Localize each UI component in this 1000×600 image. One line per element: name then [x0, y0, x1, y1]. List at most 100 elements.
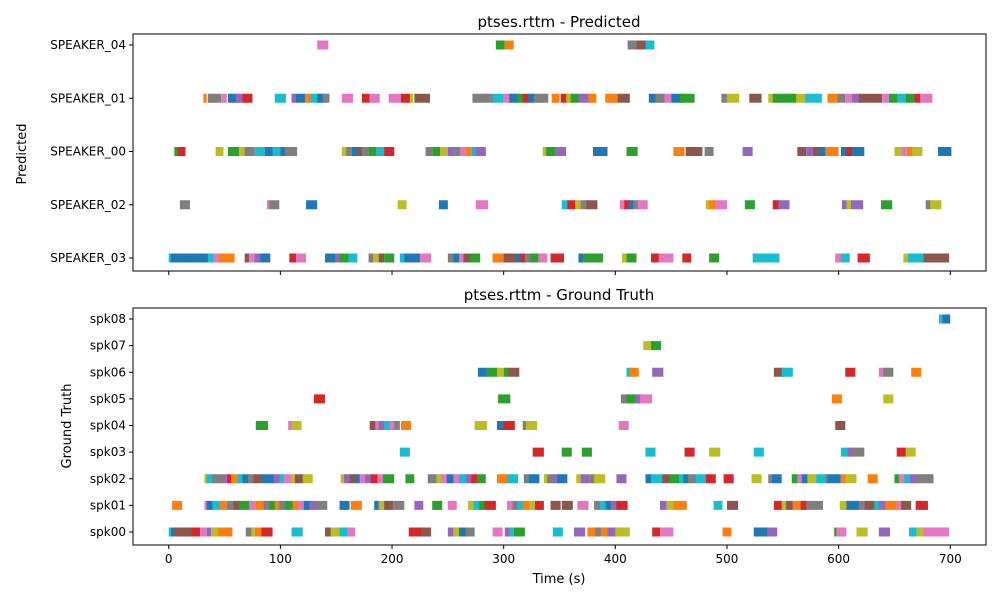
segment-bar	[911, 367, 922, 377]
segment-bar	[235, 93, 245, 103]
segment-bar	[904, 474, 912, 484]
segment-bar	[432, 147, 441, 156]
segment-bar	[294, 474, 304, 484]
x-tick-label: 700	[939, 552, 962, 566]
segment-bar	[263, 500, 271, 510]
segment-bar	[231, 474, 241, 484]
segment-bar	[910, 474, 917, 484]
y-tick-label: spk06	[90, 365, 126, 379]
segment-bar	[441, 474, 448, 484]
segment-bar	[492, 93, 504, 103]
segment-bar	[543, 474, 549, 484]
segment-bar	[619, 200, 626, 210]
segment-bar	[472, 93, 493, 103]
segment-bar	[339, 527, 349, 537]
segment-bar	[465, 147, 472, 156]
segment-bar	[460, 147, 467, 156]
segment-bar	[709, 253, 720, 263]
segment-bar	[206, 500, 214, 510]
segment-bar	[447, 253, 455, 263]
segment-bar	[284, 500, 294, 510]
segment-bar	[666, 500, 675, 510]
segment-bar	[298, 500, 305, 510]
segment-bar	[586, 200, 598, 210]
segment-bar	[288, 421, 293, 430]
y-tick-label: spk04	[90, 419, 126, 433]
segment-bar	[605, 500, 612, 510]
segment-bar	[867, 474, 878, 484]
segment-bar	[524, 253, 532, 263]
segment-bar	[438, 200, 448, 210]
y-tick-label: SPEAKER_01	[50, 91, 126, 105]
segment-bar	[566, 93, 573, 103]
segment-bar	[239, 147, 246, 156]
segment-bar	[652, 527, 660, 537]
segment-bar	[503, 253, 518, 263]
x-tick-label: 0	[165, 552, 173, 566]
y-tick-label: spk00	[90, 525, 126, 539]
segment-bar	[550, 500, 561, 510]
segment-bar	[361, 147, 369, 156]
y-tick-label: SPEAKER_04	[50, 38, 126, 52]
segment-bar	[303, 500, 311, 510]
segment-bar	[916, 527, 924, 537]
segment-bar	[292, 500, 300, 510]
segment-bar	[218, 253, 235, 263]
segment-bar	[509, 93, 520, 103]
segment-bar	[897, 93, 906, 103]
segment-bar	[373, 253, 379, 263]
segment-bar	[212, 474, 225, 484]
segment-bar	[753, 447, 764, 457]
segment-bar	[633, 200, 640, 210]
segment-bar	[446, 474, 455, 484]
segment-bar	[818, 147, 827, 156]
segment-bar	[339, 253, 350, 263]
ground-truth-x-axis-label: Time (s)	[532, 572, 586, 587]
segment-bar	[856, 527, 868, 537]
segment-bar	[937, 147, 952, 156]
segment-bar	[845, 474, 857, 484]
segment-bar	[705, 474, 716, 484]
segment-bar	[474, 421, 487, 430]
segment-bar	[517, 93, 524, 103]
y-tick-label: SPEAKER_02	[50, 198, 126, 212]
segment-bar	[254, 527, 263, 537]
segment-bar	[322, 93, 330, 103]
y-tick-label: spk01	[90, 498, 126, 512]
segment-bar	[561, 200, 569, 210]
segment-bar	[459, 474, 467, 484]
segment-bar	[834, 527, 838, 537]
segment-bar	[346, 147, 352, 156]
segment-bar	[447, 500, 457, 510]
segment-bar	[291, 93, 298, 103]
y-tick-label: spk05	[90, 392, 126, 406]
segment-bar	[582, 253, 604, 263]
segment-bar	[244, 253, 250, 263]
segment-bar	[476, 474, 486, 484]
predicted-chart: ptses.rttm - Predicted Predicted SPEAKER…	[15, 13, 987, 275]
segment-bar	[939, 314, 951, 324]
segment-bar	[616, 474, 627, 484]
segment-bar	[645, 447, 656, 457]
segment-bar	[885, 500, 898, 510]
segment-bar	[280, 147, 286, 156]
segment-bar	[399, 447, 410, 457]
segment-bar	[177, 147, 186, 156]
segment-bar	[771, 474, 782, 484]
y-tick-label: SPEAKER_03	[50, 251, 126, 265]
segment-bar	[459, 253, 465, 263]
x-tick-label: 400	[604, 552, 627, 566]
segment-bar	[664, 93, 672, 103]
segment-bar	[269, 200, 280, 210]
segment-bar	[393, 500, 405, 510]
segment-bar	[349, 474, 357, 484]
segment-bar	[513, 527, 520, 537]
segment-bar	[397, 200, 407, 210]
segment-bar	[409, 93, 414, 103]
segment-bar	[355, 474, 361, 484]
segment-bar	[914, 93, 922, 103]
x-tick-label: 300	[492, 552, 515, 566]
segment-bar	[923, 253, 950, 263]
predicted-bars	[168, 40, 952, 263]
segment-bar	[459, 527, 467, 537]
